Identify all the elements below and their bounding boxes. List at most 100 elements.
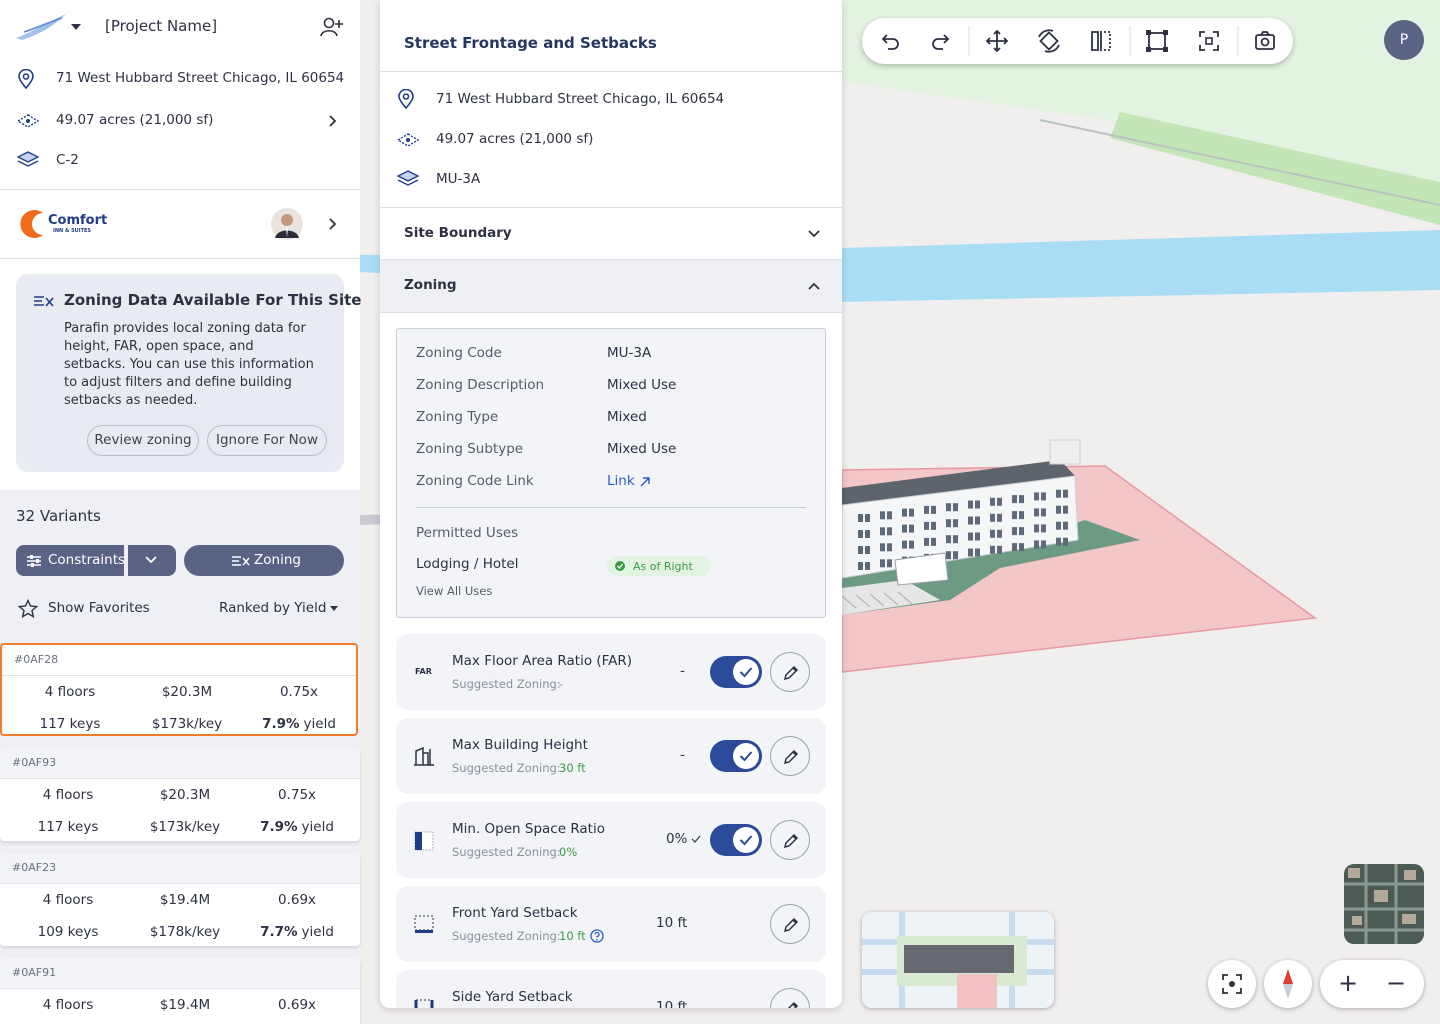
tool-button-part (985, 29, 1009, 53)
variant-card[interactable]: #0AF28 4 floors $20.3M 0.75x 117 keys $173k/k… (0, 643, 358, 736)
project-caret-part (71, 24, 81, 30)
sidebar: [Project Name] 71 West Hubbard Street Ch… (0, 0, 362, 1024)
notice-action[interactable]: Ignore For Now (207, 425, 327, 456)
tool-button[interactable] (932, 34, 950, 50)
notice-action[interactable]: Review zoning (87, 425, 199, 456)
detail-value[interactable]: Link (607, 473, 635, 489)
chevron-down (808, 230, 820, 238)
variant-header (0, 748, 360, 779)
constraint-toggle[interactable] (710, 824, 762, 856)
variant-card[interactable]: #0AF93 4 floors $20.3M 0.75x 117 keys $173k/k… (0, 748, 360, 841)
help-icon[interactable] (590, 929, 604, 943)
site-icon (398, 89, 414, 110)
add-user[interactable] (320, 16, 344, 38)
map-part-part (968, 516, 973, 525)
map-part-part (931, 521, 936, 530)
satellite-toggle[interactable] (1344, 864, 1424, 944)
toggle-knob-part (733, 827, 759, 853)
chevron-right[interactable] (328, 114, 338, 128)
notice-title: Zoning Data Available For This Site (64, 291, 362, 309)
zoom-out[interactable]: − (1385, 969, 1407, 997)
minimap-part (957, 974, 997, 1008)
tool-button-part (932, 34, 950, 50)
yield-label: yield (303, 716, 336, 732)
detail-value: MU-3A (607, 345, 652, 361)
satellite-toggle-part-part (1374, 890, 1388, 902)
detail-value: Mixed Use (607, 377, 677, 393)
zoning-icon-part (232, 556, 241, 566)
notice-icon-part (34, 296, 44, 306)
tool-button[interactable] (881, 34, 899, 50)
constraint-toggle[interactable] (710, 656, 762, 688)
map-part-part (880, 527, 885, 536)
edit-button[interactable] (770, 652, 810, 692)
map-part-part (1063, 505, 1068, 514)
map-part-part (909, 524, 914, 533)
tool-button-part-part (1146, 47, 1151, 52)
constraint-card: Side Yard Setback 10 ft (396, 970, 826, 1008)
divider (380, 207, 842, 208)
edit-button[interactable] (770, 736, 810, 776)
user-avatar[interactable] (271, 208, 303, 240)
constraint-name: Min. Open Space Ratio (452, 821, 605, 837)
tool-button[interactable] (1255, 31, 1275, 50)
constraint-name: Front Yard Setback (452, 905, 578, 921)
toggle-knob-part (739, 751, 753, 762)
zoning-button[interactable] (184, 545, 344, 576)
sort-label[interactable]: Ranked by Yield (219, 600, 327, 616)
divider (0, 258, 360, 259)
variants-title: 32 Variants (16, 507, 101, 525)
view-all-uses[interactable]: View All Uses (416, 584, 493, 598)
edit-button[interactable] (770, 988, 810, 1008)
toggle-knob-part (733, 659, 759, 685)
constraints-icon-part (30, 555, 33, 559)
value-check (691, 835, 701, 843)
account-avatar[interactable] (1384, 20, 1424, 60)
variant-ratio: 0.69x (277, 892, 317, 908)
notice-icon-part (45, 297, 54, 307)
minimap[interactable] (862, 912, 1054, 1008)
chevron-right-part (329, 115, 337, 127)
edit-button[interactable] (770, 904, 810, 944)
variant-ratio: 0.75x (277, 787, 317, 803)
external-link[interactable] (639, 476, 651, 488)
edit-icon (787, 1001, 799, 1008)
detail-label: Zoning Type (416, 409, 499, 425)
variant-card[interactable]: #0AF23 4 floors $19.4M 0.69x 109 keys $178k/k… (0, 853, 360, 946)
zoom-in[interactable]: + (1337, 969, 1359, 997)
variant-id: #0AF93 (12, 756, 57, 769)
constraint-toggle[interactable] (710, 740, 762, 772)
suggested-label: Suggested Zoning: (452, 761, 561, 775)
variant-card[interactable]: #0AF91 4 floors $19.4M 0.69x (0, 958, 360, 1024)
tool-button[interactable] (1038, 29, 1060, 53)
tool-button[interactable] (985, 29, 1009, 53)
use-status: As of Right (607, 556, 711, 576)
tool-button-part (1205, 37, 1213, 45)
constraints-icon-part (31, 563, 34, 567)
map-part-part (997, 545, 1002, 554)
variant-yield: 7.9% yield (239, 716, 356, 732)
constraints-label: Constraints (48, 552, 126, 568)
map-part-part (997, 513, 1002, 522)
edit-icon-part (787, 1001, 799, 1008)
site-icon-part (16, 114, 40, 128)
suggested-label: Suggested Zoning: (452, 929, 561, 943)
edit-icon-part (783, 833, 799, 849)
tool-button[interactable] (1091, 31, 1111, 51)
help-icon-part (594, 931, 600, 938)
constraint-icon-part (414, 1000, 434, 1008)
favorites-label[interactable]: Show Favorites (48, 600, 150, 616)
tool-button[interactable] (1199, 31, 1219, 51)
map-part-part (990, 545, 995, 554)
use-name: Lodging / Hotel (416, 556, 519, 572)
map-part-part (1019, 511, 1024, 520)
site-icon (16, 114, 40, 128)
user-avatar-part (286, 228, 288, 237)
chevron-right[interactable] (328, 217, 338, 231)
edit-button[interactable] (770, 820, 810, 860)
zoning-section[interactable] (380, 259, 842, 313)
project-caret[interactable] (70, 22, 82, 32)
favorite-star[interactable] (18, 599, 38, 619)
constraint-name: Max Floor Area Ratio (FAR) (452, 653, 633, 669)
tool-button[interactable] (1146, 30, 1168, 52)
